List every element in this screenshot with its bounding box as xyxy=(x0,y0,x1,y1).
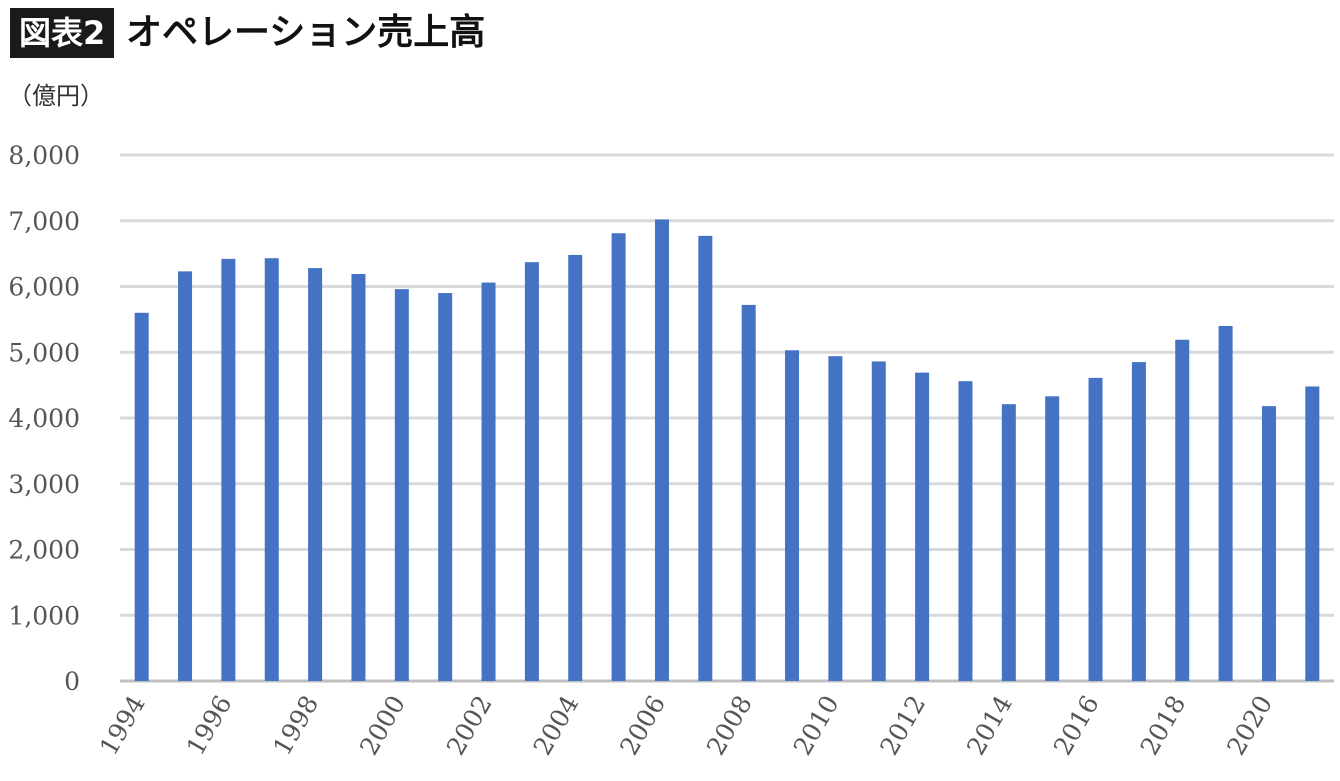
x-tick-label: 2002 xyxy=(441,691,498,761)
y-tick-label: 5,000 xyxy=(8,338,80,367)
bar-2021 xyxy=(1305,386,1320,681)
x-axis-ticks: 1994 1996 1998 2000 2002 2004 2006 2008 2010 2012… xyxy=(94,691,1278,761)
y-tick-label: 0 xyxy=(64,667,80,696)
bar-1997 xyxy=(264,258,279,681)
x-tick-label: 1994 xyxy=(94,691,151,761)
x-tick-label: 2020 xyxy=(1221,691,1278,761)
bar-2002 xyxy=(481,282,496,681)
bar-2015 xyxy=(1045,396,1060,681)
bar-2010 xyxy=(828,356,843,681)
bar-2006 xyxy=(654,219,669,681)
x-tick-label: 2012 xyxy=(874,691,931,761)
bar-1999 xyxy=(351,274,366,681)
gridlines xyxy=(120,153,1334,683)
bar-2009 xyxy=(785,350,800,681)
bar-2001 xyxy=(438,293,453,681)
x-tick-label: 2008 xyxy=(701,691,758,761)
x-tick-label: 2004 xyxy=(528,691,585,761)
bar-2016 xyxy=(1088,377,1103,681)
x-tick-label: 2018 xyxy=(1135,691,1192,761)
bar-2019 xyxy=(1218,325,1233,681)
y-tick-label: 3,000 xyxy=(8,470,80,499)
bar-2018 xyxy=(1175,339,1190,681)
y-tick-label: 2,000 xyxy=(8,536,80,565)
bar-2005 xyxy=(611,233,626,681)
bar-1995 xyxy=(178,271,193,681)
bar-1994 xyxy=(134,312,149,681)
bar-2000 xyxy=(394,289,409,681)
y-tick-label: 6,000 xyxy=(8,273,80,302)
bar-2003 xyxy=(524,262,539,681)
bar-2017 xyxy=(1131,362,1146,681)
y-axis-ticks: 0 1,000 2,000 3,000 4,000 5,000 6,000 7,000 8,00… xyxy=(8,141,80,696)
bar-2008 xyxy=(741,304,756,681)
x-tick-label: 1998 xyxy=(267,691,324,761)
bar-2012 xyxy=(915,372,930,681)
bar-2011 xyxy=(871,361,886,681)
y-tick-label: 8,000 xyxy=(8,141,80,170)
y-tick-label: 1,000 xyxy=(8,601,80,630)
bar-1996 xyxy=(221,258,236,681)
bar-2020 xyxy=(1261,406,1276,681)
bar-2004 xyxy=(568,254,583,681)
chart-title: オペレーション売上高 xyxy=(126,12,486,53)
x-tick-label: 2014 xyxy=(961,691,1018,761)
figure-label-badge: 図表2 xyxy=(10,8,115,58)
x-tick-label: 2000 xyxy=(354,691,411,761)
bar-2013 xyxy=(958,381,973,681)
y-tick-label: 7,000 xyxy=(8,207,80,236)
y-tick-label: 4,000 xyxy=(8,404,80,433)
y-axis-unit-label: （億円） xyxy=(8,82,104,110)
x-tick-label: 2006 xyxy=(614,691,671,761)
bar-1998 xyxy=(308,268,323,681)
bar-2007 xyxy=(698,235,713,681)
x-tick-label: 2016 xyxy=(1048,691,1105,761)
x-tick-label: 1996 xyxy=(181,691,238,761)
x-tick-label: 2010 xyxy=(788,691,845,761)
bars xyxy=(134,219,1320,681)
bar-2014 xyxy=(1001,404,1016,681)
